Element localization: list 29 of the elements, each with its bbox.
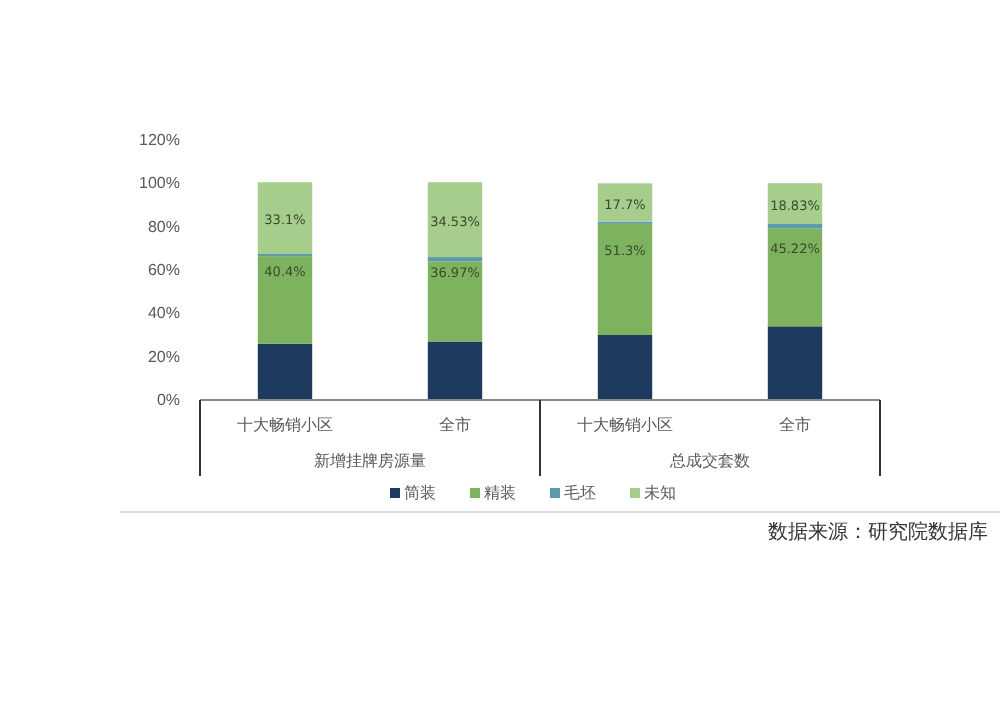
- bar: [767, 228, 823, 327]
- bar: [427, 341, 483, 400]
- bar: [257, 256, 313, 344]
- legend-label: 未知: [644, 484, 676, 502]
- bar: [257, 343, 313, 400]
- y-tick-label: 20%: [147, 347, 180, 366]
- bar: [427, 261, 483, 342]
- text: 新增挂牌房源量: [314, 452, 426, 470]
- y-tick-label: 100%: [139, 174, 180, 193]
- text: 总成交套数: [668, 452, 750, 470]
- y-tick-label: 40%: [147, 304, 180, 323]
- x-tick-label: 十大畅销小区: [577, 416, 673, 434]
- legend-label: 精装: [484, 484, 516, 502]
- y-tick-label: 120%: [139, 131, 180, 150]
- x-tick-label: 全市: [779, 416, 811, 434]
- bar: [597, 335, 653, 400]
- bar: [597, 223, 653, 335]
- bar: [767, 326, 823, 400]
- y-tick-label: 80%: [147, 217, 180, 236]
- bar: [597, 183, 653, 222]
- source-note: 数据来源：研究院数据库: [768, 520, 988, 544]
- bar: [427, 182, 483, 258]
- x-tick-label: 十大畅销小区: [237, 416, 333, 434]
- y-tick-label: 60%: [147, 261, 180, 280]
- bar: [257, 182, 313, 254]
- legend-label: 毛坯: [564, 484, 596, 502]
- y-tick-label: 0%: [156, 391, 180, 410]
- legend-label: 简装: [404, 484, 436, 502]
- x-tick-label: 全市: [439, 416, 471, 434]
